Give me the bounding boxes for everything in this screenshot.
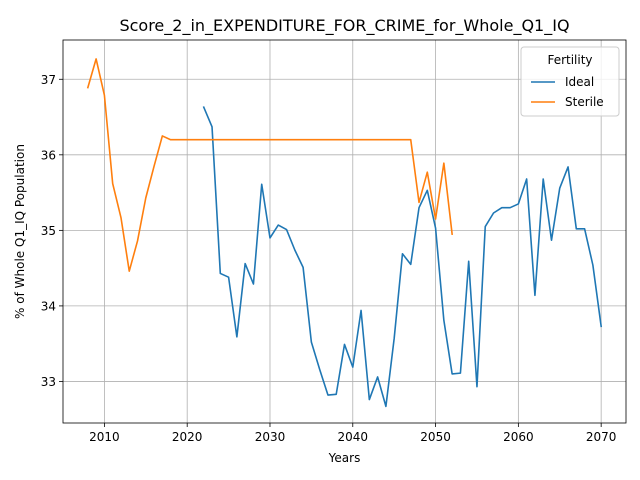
legend-label-ideal: Ideal: [565, 75, 594, 89]
y-tick-label: 33: [41, 375, 56, 389]
y-tick-label: 37: [41, 73, 56, 87]
legend-box: [520, 46, 620, 117]
x-axis-label: Years: [328, 451, 361, 465]
x-tick-label: 2020: [172, 430, 203, 444]
x-tick-label: 2060: [503, 430, 534, 444]
plot-frame: [62, 39, 627, 424]
legend-label-sterile: Sterile: [565, 95, 604, 109]
x-tick-label: 2070: [586, 430, 617, 444]
legend: Fertility Ideal Sterile: [520, 46, 620, 117]
y-tick-label: 34: [41, 299, 56, 313]
y-axis-ticks: 33 34 35 36 37: [41, 73, 63, 389]
x-axis-ticks: 2010 2020 2030 2040 2050 2060 2070: [89, 423, 616, 444]
legend-title: Fertility: [547, 53, 592, 67]
x-tick-label: 2030: [255, 430, 286, 444]
x-tick-label: 2040: [338, 430, 369, 444]
chart-title: Score_2_in_EXPENDITURE_FOR_CRIME_for_Who…: [119, 16, 569, 36]
y-tick-label: 35: [41, 224, 56, 238]
y-axis-label: % of Whole Q1_IQ Population: [13, 144, 27, 319]
y-tick-label: 36: [41, 148, 56, 162]
series-layer: [86, 58, 603, 408]
series-line-sterile: [86, 58, 454, 272]
series-line-ideal: [202, 106, 603, 408]
x-tick-label: 2050: [420, 430, 451, 444]
grid: [63, 40, 626, 423]
x-tick-label: 2010: [89, 430, 120, 444]
